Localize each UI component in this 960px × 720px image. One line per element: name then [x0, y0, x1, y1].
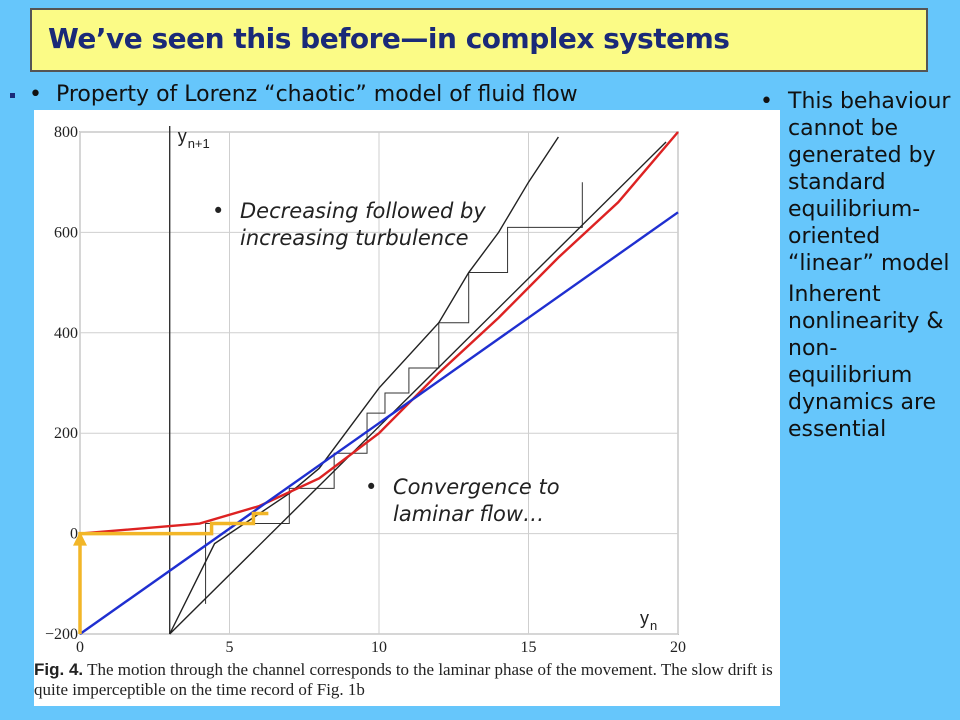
x-tick-label: 0 [76, 639, 84, 656]
x-axis-label: y [640, 608, 649, 628]
y-tick-label: 600 [54, 224, 78, 241]
right-bullet-text: Inherent nonlinearity & non-equilibrium … [788, 282, 944, 442]
figure-label: Fig. 4. [34, 660, 84, 679]
y-tick-label: 200 [54, 425, 78, 442]
slide-title: We’ve seen this before—in complex system… [48, 22, 730, 55]
overlay-note-turbulence: • Decreasing followed by increasing turb… [212, 198, 540, 252]
bullet-dot: • [760, 89, 773, 114]
overlay-note-text: Decreasing followed by increasing turbul… [240, 199, 486, 250]
orange-path [73, 511, 269, 634]
x-tick-label: 5 [226, 639, 234, 656]
y-tick-label: −200 [45, 626, 78, 643]
lorenz-figure: 0 5 10 15 20 −200 0 200 400 600 800 y n+1 y n • De… [34, 110, 780, 706]
figure-caption: Fig. 4. The motion through the channel c… [34, 660, 780, 700]
x-axis-sub-label: n [650, 618, 657, 633]
overlay-note-text: Convergence to laminar flow… [393, 475, 560, 526]
y-axis-label: y [178, 126, 187, 146]
figure-caption-text: The motion through the channel correspon… [34, 660, 773, 699]
chart-series [79, 131, 679, 635]
top-bullet: • Property of Lorenz “chaotic” model of … [10, 82, 578, 107]
right-bullet-item: • Inherent nonlinearity & non-equilibriu… [760, 281, 960, 443]
bullet-dot: • [29, 82, 42, 107]
bullet-dot: • [212, 199, 225, 223]
right-bullet-text: This behaviour cannot be generated by st… [788, 89, 951, 276]
chart-grid [79, 126, 679, 635]
right-bullet-item: • This behaviour cannot be generated by … [760, 88, 960, 277]
identity-line [169, 141, 667, 635]
bullet-dot: • [365, 475, 378, 499]
y-tick-label: 400 [54, 325, 78, 342]
orange-arrow-icon [73, 531, 87, 546]
x-tick-label: 15 [521, 639, 537, 656]
slide-title-box: We’ve seen this before—in complex system… [30, 8, 928, 72]
x-tick-label: 10 [371, 639, 387, 656]
overlay-note-laminar: • Convergence to laminar flow… [365, 474, 613, 528]
y-axis-sub-label: n+1 [188, 136, 210, 151]
series-line [79, 211, 679, 635]
y-tick-label: 0 [70, 526, 78, 543]
square-bullet-icon [10, 92, 15, 98]
right-bullet-list: • This behaviour cannot be generated by … [760, 88, 960, 447]
top-bullet-text: Property of Lorenz “chaotic” model of fl… [55, 82, 578, 107]
y-tick-label: 800 [54, 124, 78, 141]
x-tick-label: 20 [670, 639, 686, 656]
